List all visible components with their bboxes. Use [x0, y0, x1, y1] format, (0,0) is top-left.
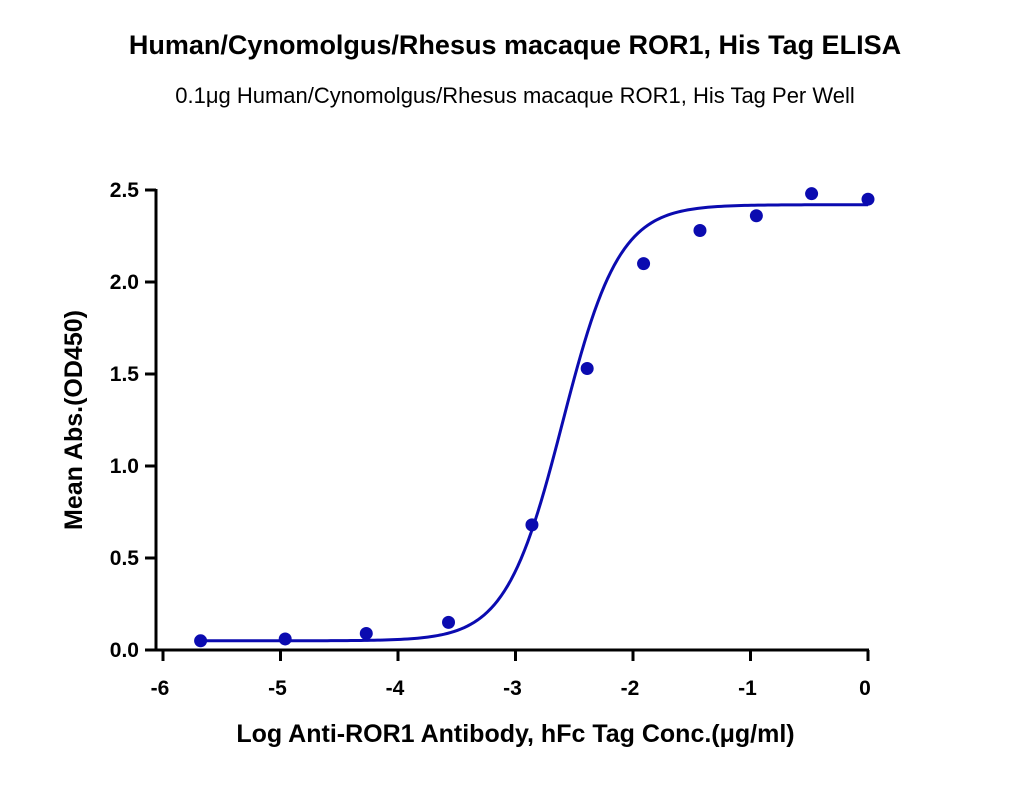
y-tick-label: 0.0 — [110, 639, 139, 662]
y-tick-label: 1.5 — [110, 363, 140, 386]
x-tick-label: 0 — [859, 677, 871, 700]
data-point — [278, 632, 292, 646]
data-point — [194, 634, 208, 648]
data-point — [637, 257, 651, 271]
x-tick-label: -2 — [621, 677, 640, 700]
y-tick-label: 0.5 — [110, 547, 140, 570]
x-tick-label: -5 — [268, 677, 287, 700]
y-tick-label: 2.5 — [110, 179, 140, 202]
y-tick-label: 1.0 — [110, 455, 139, 478]
x-tick-label: -4 — [386, 677, 405, 700]
x-tick-label: -6 — [151, 677, 170, 700]
data-point — [805, 187, 819, 201]
data-point — [525, 518, 539, 532]
data-point — [359, 626, 373, 640]
x-ticks: -6 -5 -4 -3 -2 -1 0 — [151, 650, 871, 700]
chart-subtitle: 0.1μg Human/Cynomolgus/Rhesus macaque RO… — [175, 83, 855, 108]
data-point — [861, 192, 875, 206]
axes — [154, 189, 869, 652]
data-point — [693, 223, 707, 237]
chart-title: Human/Cynomolgus/Rhesus macaque ROR1, Hi… — [128, 30, 902, 60]
data-point — [749, 209, 763, 223]
x-tick-label: -3 — [503, 677, 522, 700]
fit-curve — [200, 203, 868, 643]
x-tick-label: -1 — [738, 677, 757, 700]
data-points — [194, 187, 875, 648]
data-point — [442, 615, 456, 629]
y-ticks: 0.0 0.5 1.0 1.5 2.0 2.5 — [110, 179, 156, 662]
data-point — [580, 361, 594, 375]
y-tick-label: 2.0 — [110, 271, 139, 294]
y-axis-label: Mean Abs.(OD450) — [60, 310, 88, 530]
x-axis-label: Log Anti-ROR1 Antibody, hFc Tag Conc.(μg… — [236, 720, 794, 748]
